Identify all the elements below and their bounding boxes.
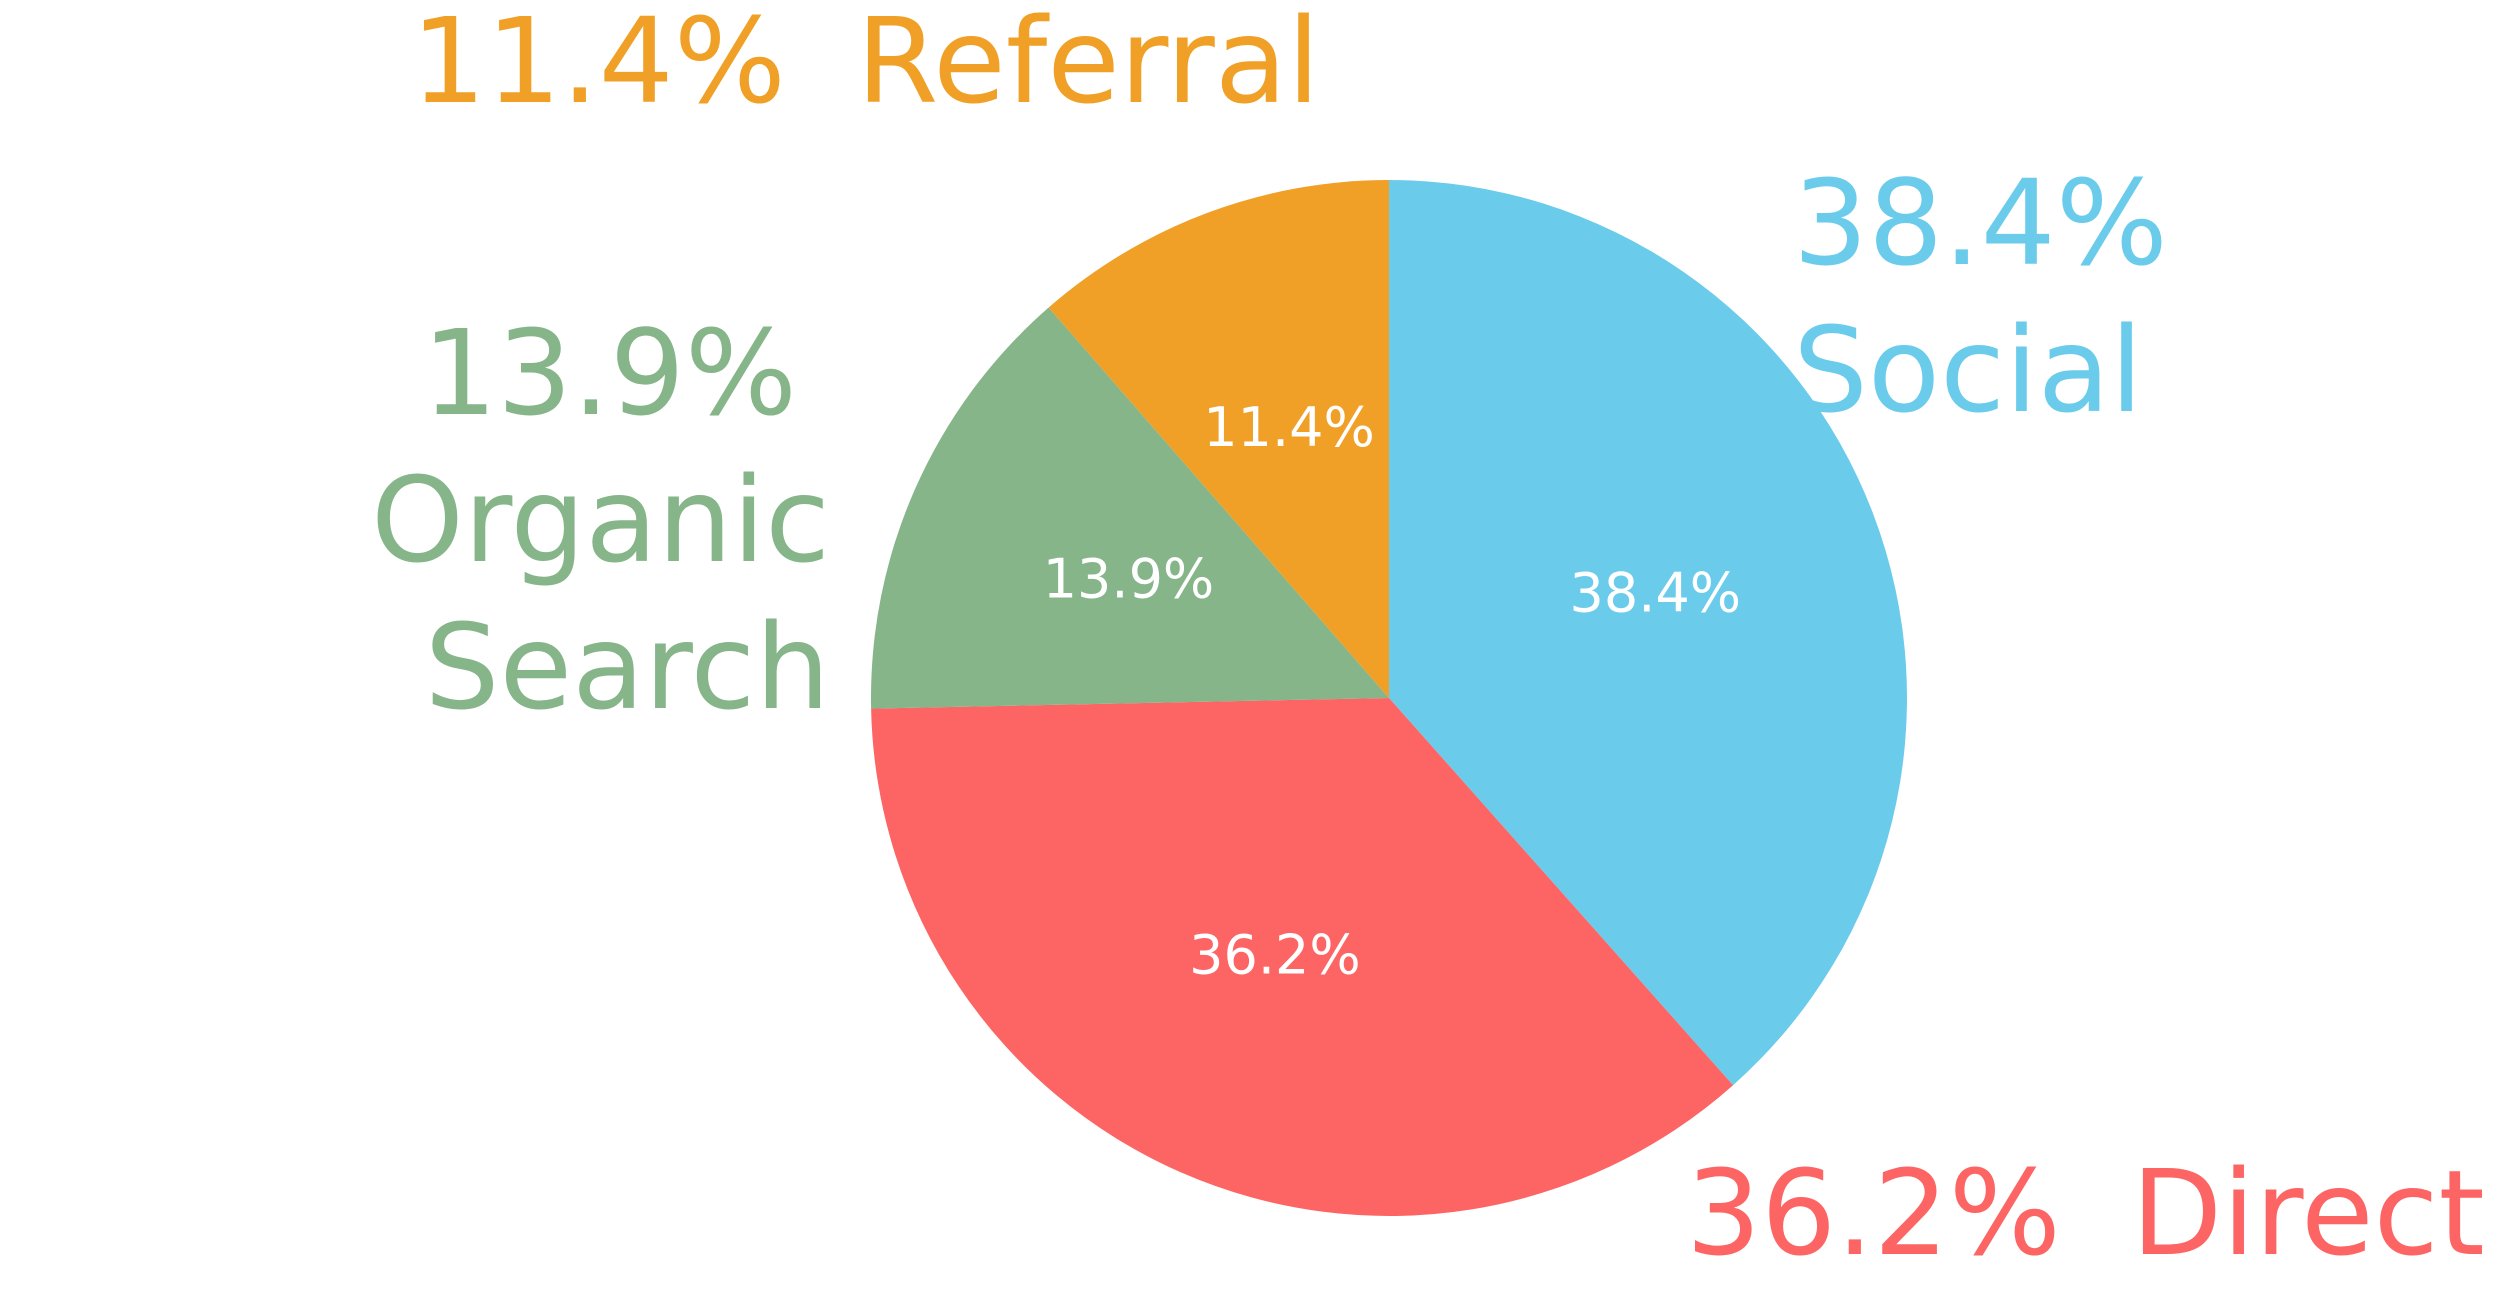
outer-label: 11.4% Referral bbox=[411, 0, 1320, 135]
outer-value: 13.9% bbox=[422, 304, 797, 442]
slice-label: 38.4% bbox=[1570, 561, 1742, 624]
outer-label: 36.2% Direct bbox=[1686, 1140, 2485, 1287]
outer-category: Referral bbox=[856, 0, 1320, 130]
slice-label: 13.9% bbox=[1043, 547, 1215, 610]
slice-label: 36.2% bbox=[1189, 924, 1361, 987]
slice-label: 11.4% bbox=[1203, 396, 1375, 459]
outer-value: 11.4% bbox=[411, 0, 786, 130]
outer-category: Direct bbox=[2131, 1144, 2485, 1282]
pie-slice bbox=[871, 307, 1389, 709]
outer-value: 38.4% bbox=[1793, 154, 2168, 292]
outer-label: 38.4% Social bbox=[1793, 150, 2500, 444]
pie-slice bbox=[1048, 180, 1389, 698]
outer-label: 13.9% Organic Search bbox=[0, 300, 830, 741]
outer-category: Social bbox=[1793, 301, 2143, 439]
outer-value: 36.2% bbox=[1686, 1144, 2061, 1282]
outer-category: Organic Search bbox=[371, 451, 830, 736]
pie-slice bbox=[1389, 180, 1908, 1086]
pie-slice bbox=[871, 698, 1734, 1217]
